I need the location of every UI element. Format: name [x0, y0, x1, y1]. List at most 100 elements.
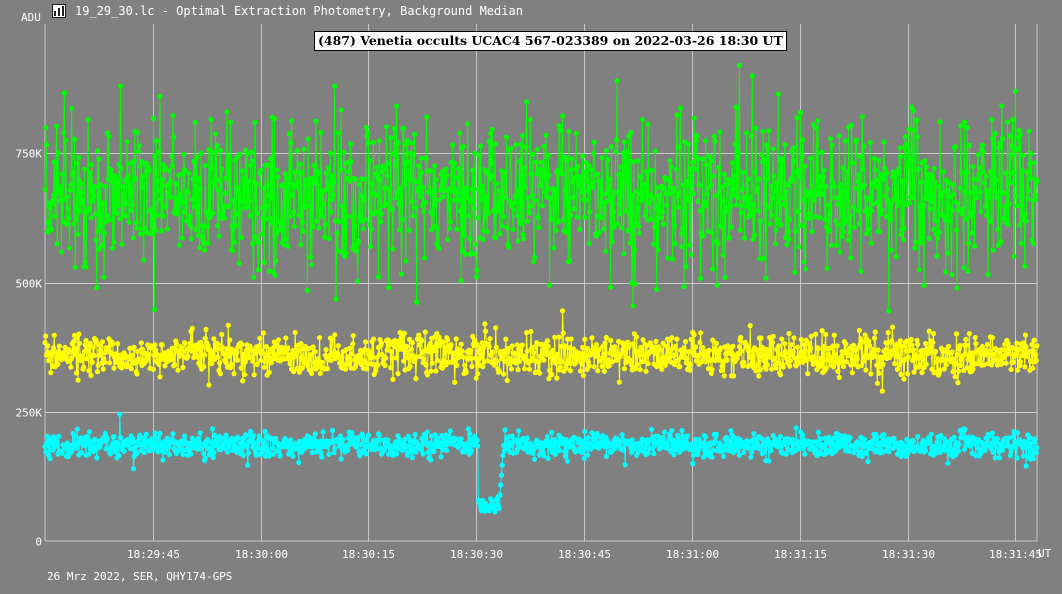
data-point	[689, 182, 695, 188]
data-point	[579, 361, 585, 367]
data-point	[61, 352, 67, 358]
data-point	[659, 366, 665, 372]
data-point	[451, 350, 457, 356]
data-point	[495, 203, 501, 209]
data-point	[588, 446, 594, 452]
data-point	[310, 344, 316, 350]
data-point	[577, 174, 584, 180]
data-point	[687, 367, 693, 373]
data-point	[848, 122, 855, 128]
data-point	[262, 428, 268, 435]
data-point	[608, 337, 614, 343]
data-point	[889, 247, 895, 253]
data-point	[285, 243, 291, 249]
data-point	[408, 176, 414, 182]
data-point	[769, 195, 776, 201]
data-point	[869, 441, 875, 447]
data-point	[83, 338, 89, 344]
data-point	[456, 197, 462, 204]
data-point	[143, 444, 149, 450]
data-point	[631, 159, 637, 165]
data-point	[94, 455, 100, 461]
data-point	[75, 231, 81, 237]
data-point	[451, 197, 457, 203]
data-point	[73, 345, 79, 352]
data-point	[577, 226, 583, 232]
data-point	[1006, 351, 1012, 357]
data-point	[549, 347, 556, 353]
data-point	[740, 169, 746, 176]
data-point	[1014, 340, 1020, 346]
data-point	[584, 177, 590, 183]
data-point	[669, 335, 675, 341]
data-point	[984, 213, 990, 219]
data-point	[636, 230, 643, 236]
data-point	[627, 240, 633, 246]
data-point	[1017, 222, 1023, 228]
data-point	[652, 148, 658, 154]
data-point	[358, 441, 364, 447]
data-point	[475, 443, 481, 449]
data-point	[227, 202, 233, 208]
data-point	[721, 225, 727, 231]
data-point	[962, 188, 968, 194]
data-point	[608, 284, 614, 290]
data-point	[235, 435, 241, 441]
data-point	[728, 428, 734, 434]
data-point	[289, 447, 295, 453]
data-point	[135, 148, 141, 155]
data-point	[199, 343, 205, 350]
data-point	[823, 183, 829, 190]
data-point	[428, 368, 434, 374]
data-point	[42, 186, 48, 193]
data-point	[115, 203, 121, 209]
data-point	[990, 449, 996, 455]
data-point	[257, 335, 263, 341]
data-point	[556, 334, 562, 340]
data-point	[388, 349, 395, 355]
data-point	[775, 360, 781, 366]
data-point	[583, 197, 589, 203]
data-point	[190, 176, 196, 182]
data-point	[416, 342, 423, 348]
data-point	[813, 358, 819, 364]
data-point	[808, 345, 814, 351]
data-point	[952, 374, 958, 380]
data-point	[718, 368, 725, 374]
data-point	[260, 330, 267, 336]
data-point	[703, 162, 709, 168]
data-point	[863, 367, 869, 373]
data-point	[370, 354, 376, 360]
data-point	[102, 430, 108, 436]
data-point	[841, 229, 847, 235]
data-point	[805, 371, 811, 377]
data-point	[263, 354, 269, 360]
data-point	[1001, 443, 1007, 449]
data-point	[222, 350, 228, 356]
data-point	[891, 174, 897, 181]
data-point	[490, 173, 496, 179]
data-point	[614, 349, 620, 355]
data-point	[319, 454, 325, 460]
data-point	[700, 440, 706, 446]
data-point	[688, 336, 694, 342]
data-point	[770, 146, 776, 152]
data-point	[708, 182, 714, 188]
data-point	[74, 160, 80, 166]
data-point	[552, 189, 559, 195]
data-point	[744, 203, 750, 209]
data-point	[790, 436, 796, 442]
data-point	[369, 181, 375, 187]
data-point	[479, 340, 485, 346]
data-point	[790, 349, 796, 355]
data-point	[73, 216, 79, 222]
data-point	[818, 360, 824, 366]
data-point	[815, 429, 822, 435]
data-point	[95, 228, 101, 234]
data-point	[560, 217, 566, 223]
chart-app-icon[interactable]	[52, 4, 66, 18]
data-point	[391, 150, 397, 156]
data-point	[751, 232, 758, 238]
data-point	[898, 231, 904, 238]
data-point	[532, 198, 538, 204]
